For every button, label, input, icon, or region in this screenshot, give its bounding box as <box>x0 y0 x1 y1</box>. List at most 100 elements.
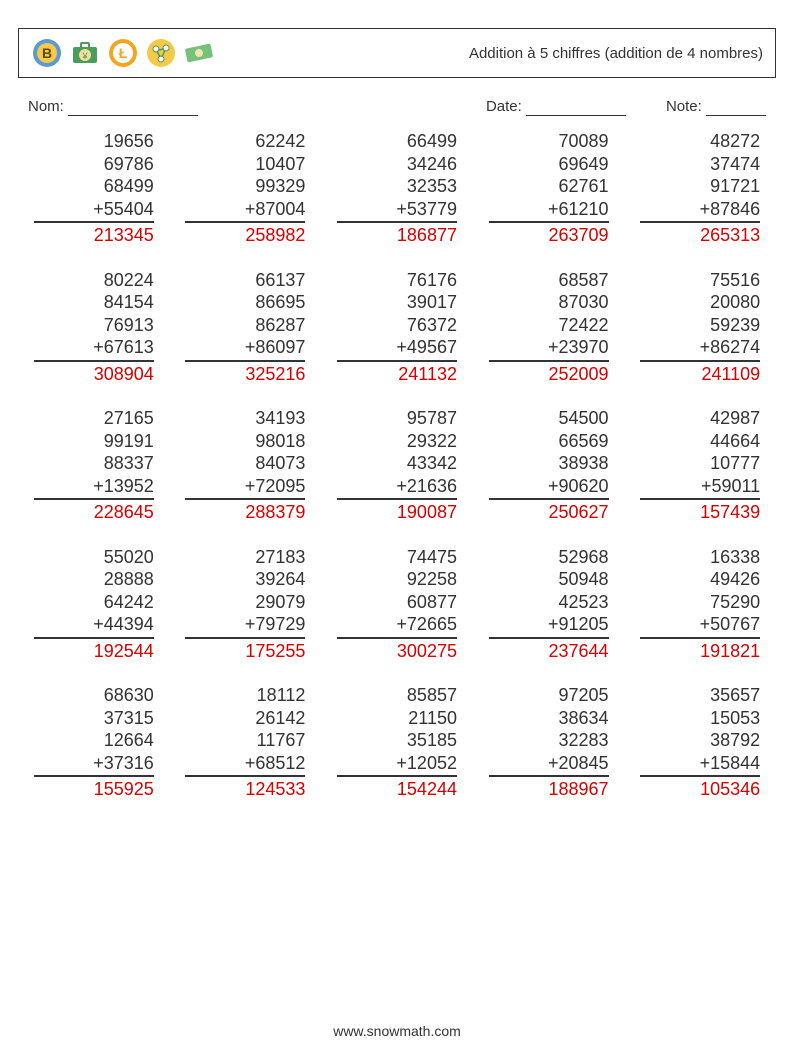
problem: 700896964962761+61210263709 <box>489 130 609 247</box>
addend-last: +20845 <box>489 752 609 778</box>
addend: 68499 <box>34 175 154 198</box>
addend: 18112 <box>185 684 305 707</box>
addend: 28888 <box>34 568 154 591</box>
addend-last: +49567 <box>337 336 457 362</box>
answer: 192544 <box>34 639 154 663</box>
answer: 263709 <box>489 223 609 247</box>
addend: 76913 <box>34 314 154 337</box>
note-label: Note: <box>666 98 706 115</box>
answer: 124533 <box>185 777 305 801</box>
addend: 87030 <box>489 291 609 314</box>
problem: 858572115035185+12052154244 <box>337 684 457 801</box>
addend: 62242 <box>185 130 305 153</box>
addend: 38792 <box>640 729 760 752</box>
addend: 64242 <box>34 591 154 614</box>
addend: 32283 <box>489 729 609 752</box>
addend: 74475 <box>337 546 457 569</box>
problem-row: 802248415476913+676133089046613786695862… <box>18 269 776 386</box>
answer: 157439 <box>640 500 760 524</box>
nom-label: Nom: <box>28 98 68 115</box>
addend: 21150 <box>337 707 457 730</box>
problem-row: 686303731512664+373161559251811226142117… <box>18 684 776 801</box>
addend: 68587 <box>489 269 609 292</box>
addend: 98018 <box>185 430 305 453</box>
answer: 105346 <box>640 777 760 801</box>
problem: 664993424632353+53779186877 <box>337 130 457 247</box>
answer: 241132 <box>337 362 457 386</box>
addend: 92258 <box>337 568 457 591</box>
addend: 10777 <box>640 452 760 475</box>
date-input[interactable] <box>526 98 626 116</box>
addend: 62761 <box>489 175 609 198</box>
litecoin-icon: Ł <box>107 37 139 69</box>
addend: 88337 <box>34 452 154 475</box>
addend: 42523 <box>489 591 609 614</box>
addend: 27183 <box>185 546 305 569</box>
addend-last: +21636 <box>337 475 457 501</box>
problem: 163384942675290+50767191821 <box>640 546 760 663</box>
note-input[interactable] <box>706 98 766 116</box>
addend: 12664 <box>34 729 154 752</box>
addend-last: +50767 <box>640 613 760 639</box>
svg-text:B: B <box>42 45 52 61</box>
date-label: Date: <box>486 98 526 115</box>
addend: 84154 <box>34 291 154 314</box>
ripple-icon <box>145 37 177 69</box>
problem: 529685094842523+91205237644 <box>489 546 609 663</box>
addend: 34246 <box>337 153 457 176</box>
addend: 35185 <box>337 729 457 752</box>
yen-briefcase-icon: ¥ <box>69 37 101 69</box>
addend: 35657 <box>640 684 760 707</box>
addend: 39017 <box>337 291 457 314</box>
problem: 957872932243342+21636190087 <box>337 407 457 524</box>
addend: 91721 <box>640 175 760 198</box>
answer: 188967 <box>489 777 609 801</box>
problem: 271659919188337+13952228645 <box>34 407 154 524</box>
info-row: Nom: Date: Note: <box>28 98 766 116</box>
addend: 38938 <box>489 452 609 475</box>
addend-last: +72095 <box>185 475 305 501</box>
problem: 429874466410777+59011157439 <box>640 407 760 524</box>
addend: 86695 <box>185 291 305 314</box>
addend: 48272 <box>640 130 760 153</box>
problem-row: 271659919188337+139522286453419398018840… <box>18 407 776 524</box>
addend: 70089 <box>489 130 609 153</box>
addend: 69786 <box>34 153 154 176</box>
addend: 10407 <box>185 153 305 176</box>
addend: 20080 <box>640 291 760 314</box>
addend-last: +59011 <box>640 475 760 501</box>
addend: 29322 <box>337 430 457 453</box>
footer: www.snowmath.com <box>0 1023 794 1039</box>
nom-input[interactable] <box>68 98 198 116</box>
addend: 84073 <box>185 452 305 475</box>
addend: 66569 <box>489 430 609 453</box>
addend: 52968 <box>489 546 609 569</box>
answer: 325216 <box>185 362 305 386</box>
problem: 356571505338792+15844105346 <box>640 684 760 801</box>
addend: 16338 <box>640 546 760 569</box>
addend-last: +55404 <box>34 198 154 224</box>
addend: 44664 <box>640 430 760 453</box>
addend: 66499 <box>337 130 457 153</box>
addend-last: +86097 <box>185 336 305 362</box>
addend: 76176 <box>337 269 457 292</box>
problems-grid: 196566978668499+554042133456224210407993… <box>18 130 776 801</box>
addend: 85857 <box>337 684 457 707</box>
addend: 69649 <box>489 153 609 176</box>
answer: 191821 <box>640 639 760 663</box>
answer: 288379 <box>185 500 305 524</box>
problem: 802248415476913+67613308904 <box>34 269 154 386</box>
addend: 54500 <box>489 407 609 430</box>
addend-last: +87004 <box>185 198 305 224</box>
addend-last: +13952 <box>34 475 154 501</box>
bitcoin-icon: B <box>31 37 63 69</box>
problem: 622421040799329+87004258982 <box>185 130 305 247</box>
answer: 258982 <box>185 223 305 247</box>
addend-last: +37316 <box>34 752 154 778</box>
addend: 38634 <box>489 707 609 730</box>
header: B ¥ Ł Addition à 5 chiffres (addition de… <box>18 28 776 78</box>
addend: 19656 <box>34 130 154 153</box>
addend-last: +12052 <box>337 752 457 778</box>
addend: 39264 <box>185 568 305 591</box>
problem-row: 550202888864242+443941925442718339264290… <box>18 546 776 663</box>
